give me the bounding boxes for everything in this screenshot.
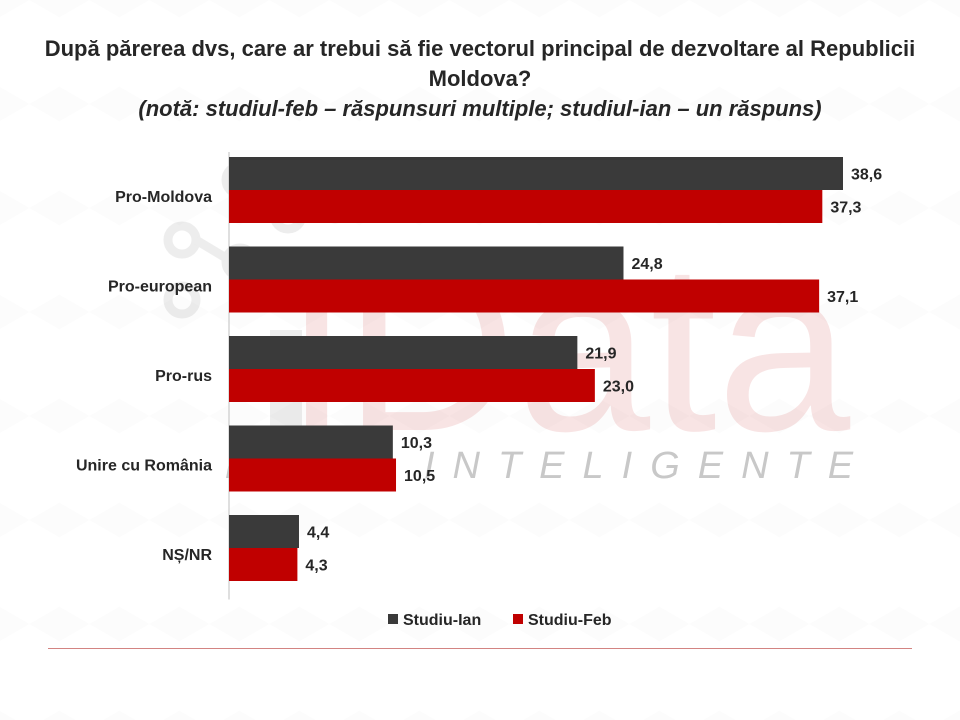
bar-studiu-ian bbox=[229, 157, 843, 190]
bar-studiu-feb bbox=[229, 369, 595, 402]
bar-studiu-ian bbox=[229, 425, 393, 459]
data-label: 4,4 bbox=[307, 525, 329, 542]
legend-label: Studiu-Ian bbox=[403, 612, 481, 629]
chart-title: După părerea dvs, care ar trebui să fie … bbox=[44, 36, 916, 91]
data-label: 10,3 bbox=[401, 435, 432, 452]
legend-swatch bbox=[513, 614, 523, 624]
bar-studiu-feb bbox=[229, 458, 397, 492]
category-label: Unire cu România bbox=[76, 457, 212, 474]
category-label: Pro-rus bbox=[155, 368, 212, 385]
bar-studiu-feb bbox=[229, 279, 820, 313]
labels-layer: Pro-Moldova 38,6 37,3 Pro-european 24,8 37,1 P… bbox=[76, 167, 882, 575]
chart-title-block: După părerea dvs, care ar trebui să fie … bbox=[40, 34, 920, 124]
legend-swatch bbox=[388, 614, 398, 624]
legend: Studiu-Ian Studiu-Feb bbox=[388, 612, 612, 629]
chart-subtitle: (notă: studiul-feb – răspunsuri multiple… bbox=[138, 96, 822, 121]
data-label: 10,5 bbox=[404, 468, 435, 485]
category-label: Pro-european bbox=[108, 278, 212, 295]
data-label: 23,0 bbox=[603, 379, 634, 396]
category-label: Pro-Moldova bbox=[115, 189, 212, 206]
bar-studiu-ian bbox=[229, 515, 299, 548]
bar-studiu-ian bbox=[229, 336, 578, 369]
footer-divider bbox=[48, 648, 912, 649]
data-label: 21,9 bbox=[585, 346, 616, 363]
bar-studiu-feb bbox=[229, 190, 823, 223]
data-label: 4,3 bbox=[305, 558, 327, 575]
bar-studiu-feb bbox=[229, 548, 298, 581]
legend-label: Studiu-Feb bbox=[528, 612, 612, 629]
data-label: 38,6 bbox=[851, 167, 882, 184]
bars-layer bbox=[228, 152, 843, 600]
data-label: 37,3 bbox=[830, 200, 861, 217]
bar-studiu-ian bbox=[229, 246, 624, 280]
data-label: 24,8 bbox=[631, 256, 662, 273]
category-label: NȘ/NR bbox=[162, 547, 212, 564]
data-label: 37,1 bbox=[827, 289, 858, 306]
